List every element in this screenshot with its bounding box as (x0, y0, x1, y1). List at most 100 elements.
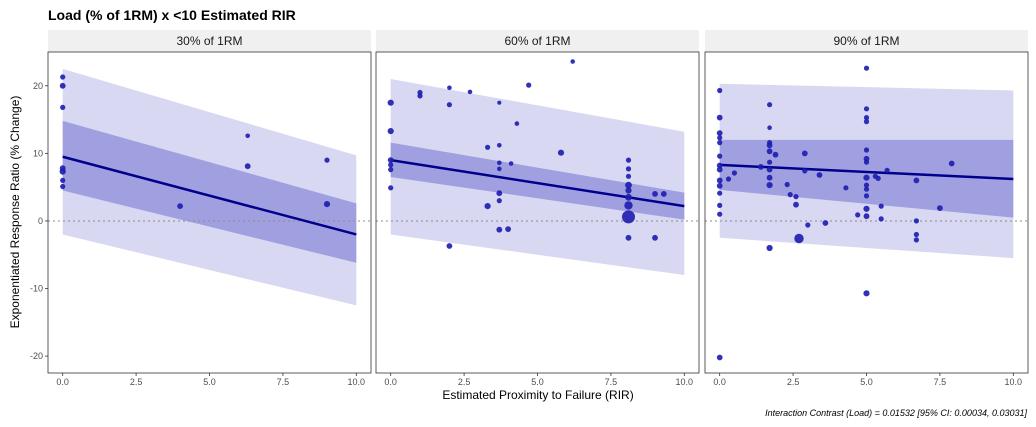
data-point (388, 167, 394, 173)
data-point (875, 175, 881, 181)
data-point (716, 166, 723, 173)
data-point (766, 182, 773, 189)
data-point (863, 213, 870, 220)
data-point (772, 151, 779, 158)
data-point (497, 100, 502, 105)
data-point (766, 148, 773, 155)
data-point (446, 243, 453, 249)
data-point (387, 157, 394, 164)
data-point (245, 133, 250, 139)
x-tick-label: 0.0 (56, 377, 69, 387)
data-point (387, 128, 394, 135)
x-axis-title: Estimated Proximity to Failure (RIR) (442, 388, 633, 402)
data-point (625, 166, 632, 172)
data-point (388, 185, 394, 191)
data-point (731, 170, 738, 176)
data-point (496, 226, 503, 233)
data-point (387, 99, 394, 106)
data-point (244, 163, 251, 170)
data-point (793, 201, 799, 208)
x-tick-label: 7.5 (934, 377, 947, 387)
data-point (622, 210, 635, 224)
data-point (784, 181, 790, 188)
facet-strip-label: 30% of 1RM (176, 34, 242, 48)
data-point (526, 82, 532, 88)
y-tick-label: 20 (33, 81, 43, 91)
data-point (59, 168, 66, 175)
data-point (60, 104, 66, 110)
data-point (625, 187, 632, 194)
data-point (508, 161, 514, 166)
data-point (625, 181, 632, 189)
data-point (652, 234, 658, 241)
y-tick-label: -10 (30, 284, 43, 294)
data-point (716, 114, 723, 121)
data-point (625, 234, 632, 241)
y-tick-label: 0 (38, 216, 43, 226)
facet-strip (48, 30, 371, 52)
x-tick-label: 5.0 (860, 377, 873, 387)
facet-strip-label: 90% of 1RM (833, 34, 899, 48)
data-point (863, 182, 870, 188)
data-point (716, 182, 723, 189)
data-point (717, 211, 723, 217)
data-point (60, 74, 66, 80)
data-point (863, 115, 870, 121)
data-point (59, 82, 66, 89)
data-point (855, 212, 861, 218)
data-point (716, 354, 723, 361)
data-point (60, 183, 66, 190)
data-point (766, 244, 773, 252)
x-tick-label: 0.0 (713, 377, 726, 387)
data-point (324, 157, 330, 163)
data-point (716, 162, 723, 169)
data-point (717, 140, 723, 146)
data-point (388, 162, 394, 168)
x-tick-label: 10.0 (348, 377, 366, 387)
y-tick-label: -20 (30, 351, 43, 361)
data-point (766, 142, 773, 149)
data-point (757, 164, 764, 170)
data-point (816, 172, 823, 178)
data-point (505, 226, 511, 233)
data-point (323, 201, 331, 208)
data-point (625, 193, 632, 201)
data-point (497, 166, 502, 172)
data-point (913, 237, 920, 243)
data-point (787, 192, 793, 198)
data-point (716, 130, 723, 137)
facet-strip (705, 30, 1028, 52)
x-tick-label: 5.0 (531, 377, 544, 387)
data-point (878, 203, 884, 209)
data-point (794, 233, 804, 244)
data-point (863, 147, 870, 153)
panels: 30% of 1RM 0.0 2.5 5.0 7.5 10.0 20 10 0 -10 -20 60%… (30, 30, 1029, 387)
data-point (467, 89, 473, 95)
data-point (625, 173, 632, 179)
data-point (497, 160, 502, 166)
facet-panel: 30% of 1RM 0.0 2.5 5.0 7.5 10.0 20 10 0 -10 -20 (30, 30, 372, 387)
facet-panel: 90% of 1RM 0.0 2.5 5.0 7.5 10.0 (704, 30, 1029, 387)
x-tick-label: 2.5 (130, 377, 143, 387)
data-point (878, 216, 884, 222)
data-point (570, 59, 575, 64)
data-point (863, 193, 870, 199)
data-point (767, 125, 772, 130)
data-point (793, 194, 799, 200)
data-point (766, 174, 773, 181)
x-tick-label: 2.5 (787, 377, 800, 387)
data-point (913, 231, 920, 238)
data-point (717, 87, 723, 94)
y-tick-label: 10 (33, 148, 43, 158)
data-point (805, 222, 811, 228)
data-point (863, 174, 870, 181)
data-point (884, 167, 890, 173)
data-point (60, 177, 66, 183)
data-point (485, 144, 491, 150)
chart-title: Load (% of 1RM) x <10 Estimated RIR (48, 7, 296, 23)
data-point (863, 106, 870, 112)
data-point (863, 119, 870, 125)
data-point (557, 149, 565, 156)
data-point (496, 198, 502, 204)
